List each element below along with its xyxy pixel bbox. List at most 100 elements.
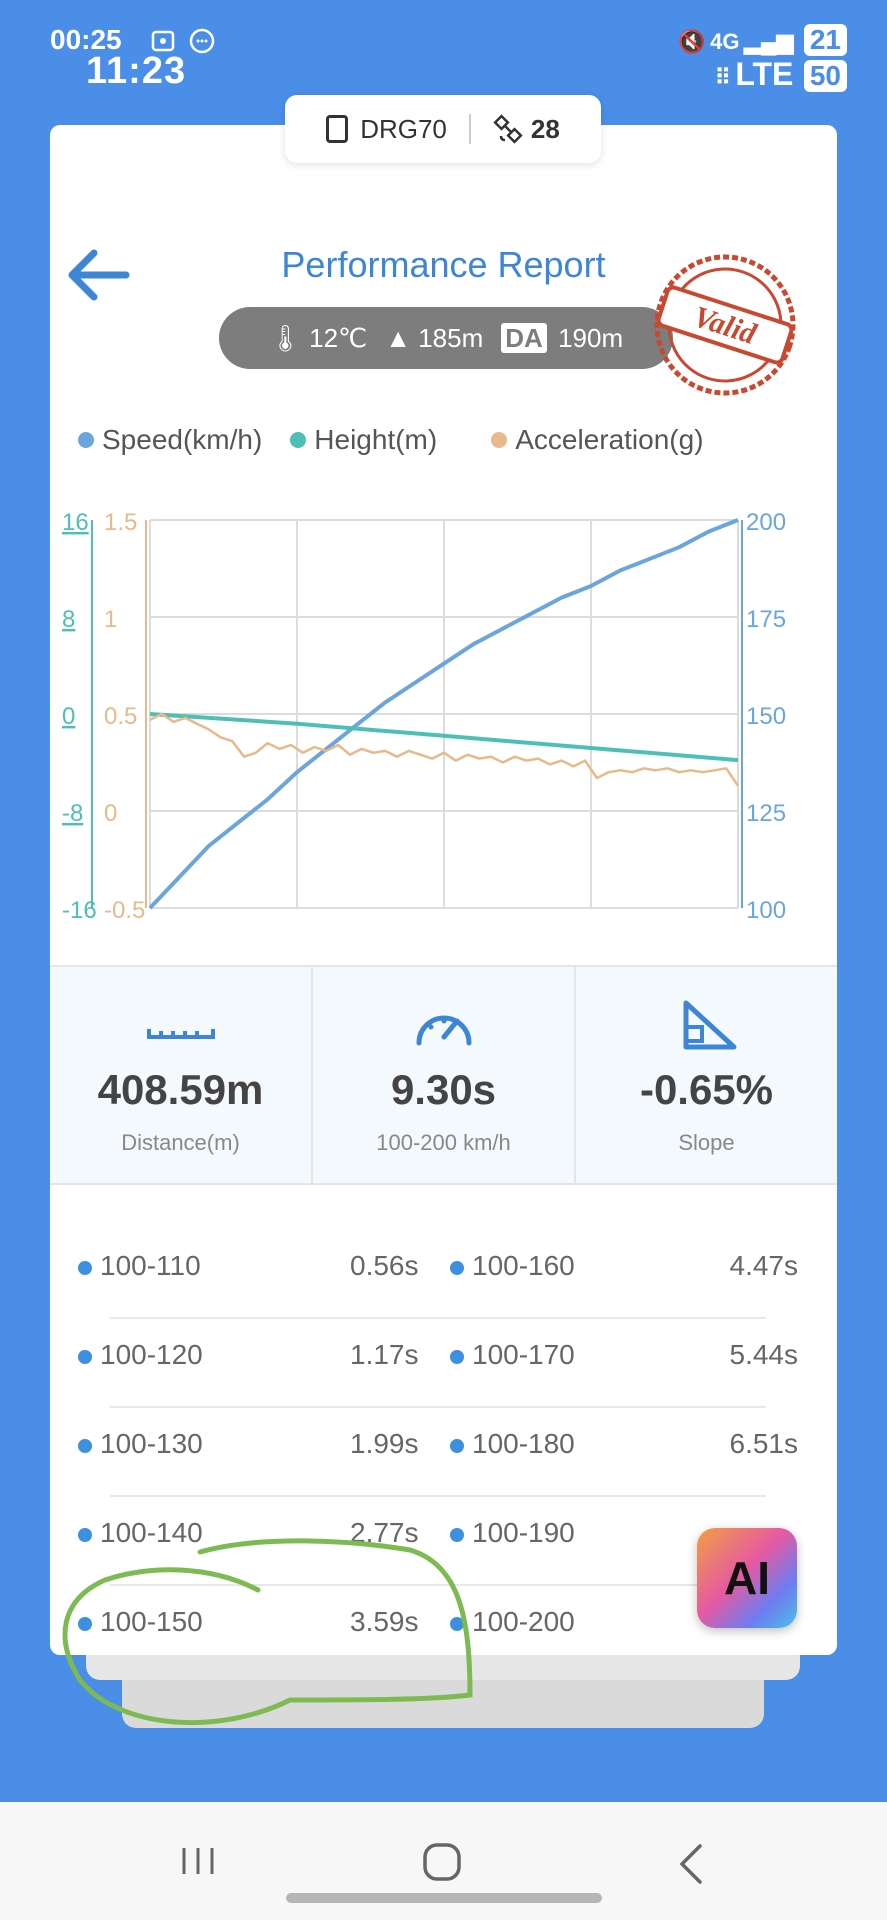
divider xyxy=(110,1406,766,1408)
split-range: 100-180 xyxy=(450,1428,575,1460)
slope-icon xyxy=(683,1000,736,1050)
status-time-large: 11:23 xyxy=(86,50,187,92)
accel-tick-label: 1 xyxy=(104,606,117,633)
speed-tick-label: 175 xyxy=(746,606,786,633)
height-tick-label: 8 xyxy=(62,606,75,633)
speed-tick-label: 100 xyxy=(746,897,786,920)
split-range: 100-120 xyxy=(78,1339,203,1371)
signal-bars-icon: ▂▄▆ xyxy=(743,29,794,54)
split-range: 100-150 xyxy=(78,1606,203,1638)
temperature-value: 12℃ xyxy=(309,322,368,353)
home-indicator[interactable] xyxy=(286,1893,602,1903)
stat-time: 9.30s 100-200 km/h xyxy=(313,967,576,1183)
stat-label: 100-200 km/h xyxy=(376,1130,511,1155)
speed-tick-label: 150 xyxy=(746,703,786,730)
stat-label: Slope xyxy=(678,1130,735,1155)
divider xyxy=(110,1495,766,1497)
divider xyxy=(110,1317,766,1319)
split-row: 100-120 1.17s 100-170 5.44s xyxy=(78,1319,798,1408)
recent-apps-icon[interactable] xyxy=(178,1844,218,1878)
split-time: 3.59s xyxy=(350,1606,419,1637)
stat-distance: 408.59m Distance(m) xyxy=(50,967,313,1183)
thermometer-icon: 🌡 xyxy=(268,322,302,353)
split-range: 100-160 xyxy=(450,1250,575,1282)
stat-value: 9.30s xyxy=(390,1066,497,1113)
legend-acceleration: Acceleration(g) xyxy=(491,424,704,456)
wifi-dots-icon: ⠿ xyxy=(714,65,731,90)
temperature: 🌡 12℃ xyxy=(269,323,367,354)
density-altitude: DA 190m xyxy=(501,322,624,354)
accel-tick-label: 1.5 xyxy=(104,509,137,536)
split-times-list: 100-110 0.56s 100-160 4.47s 100-120 1.17… xyxy=(78,1230,798,1675)
network-label: LTE xyxy=(735,56,794,92)
split-row: 100-150 3.59s 100-200 xyxy=(78,1586,798,1675)
legend-label: Height(m) xyxy=(314,424,438,455)
stat-value: 408.59m xyxy=(97,1066,264,1113)
ruler-icon xyxy=(146,1029,215,1039)
split-row: 100-130 1.99s 100-180 6.51s xyxy=(78,1408,798,1497)
divider xyxy=(468,114,471,144)
altitude-value: 185m xyxy=(418,322,484,353)
conditions-bar: 🌡 12℃ ▲ 185m DA 190m xyxy=(219,307,673,369)
legend-dot xyxy=(491,432,508,448)
series-line-speed xyxy=(148,518,739,910)
signal-type: 4G xyxy=(710,29,740,54)
battery-top: 21 xyxy=(803,24,847,56)
stats-panel: 408.59m Distance(m) 9.30s 100-200 km/h -… xyxy=(50,965,837,1185)
accel-tick-label: 0 xyxy=(104,800,117,827)
height-tick-label: -16 xyxy=(62,897,97,920)
status-time-small: 00:25 xyxy=(50,24,122,55)
chart-legend: Speed(km/h) Height(m) Acceleration(g) xyxy=(78,424,704,456)
split-range: 100-190 xyxy=(450,1517,575,1549)
stat-value: -0.65% xyxy=(639,1066,774,1113)
height-tick-label: 16 xyxy=(62,509,89,536)
legend-height: Height(m) xyxy=(290,424,437,456)
stat-label: Distance(m) xyxy=(121,1130,240,1155)
performance-chart: 16 1.5 200 8 1 175 0 0.5 150 -8 0 125 -16 -0.5 100 xyxy=(62,509,786,920)
series-line-accel xyxy=(149,712,740,787)
nav-back-icon[interactable] xyxy=(676,1842,706,1886)
split-time: 2.77s xyxy=(350,1517,419,1548)
speed-tick-label: 125 xyxy=(746,800,786,827)
speedometer-icon xyxy=(416,1015,471,1046)
home-icon[interactable] xyxy=(422,1842,462,1882)
valid-stamp-icon: Valid xyxy=(654,254,796,396)
ai-label: AI xyxy=(724,1552,770,1604)
page-title: Performance Report xyxy=(281,244,606,285)
split-row: 100-140 2.77s 100-190 xyxy=(78,1497,798,1586)
arrow-left-icon[interactable] xyxy=(64,245,134,305)
legend-speed: Speed(km/h) xyxy=(78,424,262,456)
legend-label: Acceleration(g) xyxy=(515,424,704,455)
satellite-icon xyxy=(493,114,523,144)
split-time: 4.47s xyxy=(729,1250,799,1281)
card-stack-shadow xyxy=(122,1672,764,1728)
split-range: 100-140 xyxy=(78,1517,203,1549)
split-range: 100-200 xyxy=(450,1606,575,1638)
legend-dot xyxy=(78,432,94,448)
stat-slope: -0.65% Slope xyxy=(576,967,837,1183)
split-time: 1.99s xyxy=(350,1428,419,1459)
density-altitude-value: 190m xyxy=(558,322,624,353)
notification-icons xyxy=(150,26,220,63)
accel-tick-label: -0.5 xyxy=(104,897,145,920)
device-name: DRG70 xyxy=(360,113,447,144)
accel-tick-label: 0.5 xyxy=(104,703,137,730)
split-range: 100-170 xyxy=(450,1339,575,1371)
split-range: 100-130 xyxy=(78,1428,203,1460)
split-time: 0.56s xyxy=(350,1250,419,1281)
mountain-icon: ▲ xyxy=(385,322,411,353)
satellite-count: 28 xyxy=(530,113,560,144)
mute-icon: 🔇 xyxy=(678,29,706,54)
split-time: 1.17s xyxy=(350,1339,419,1370)
height-tick-label: 0 xyxy=(62,703,75,730)
ai-assistant-button[interactable]: AI xyxy=(697,1528,797,1628)
status-right: 🔇 4G ▂▄▆ 21 ⠿ LTE 50 xyxy=(678,24,847,93)
phone-icon xyxy=(326,115,349,143)
split-time: 6.51s xyxy=(729,1428,799,1459)
status-bar: 00:25 11:23 🔇 4G ▂▄▆ 21 ⠿ LTE 50 xyxy=(0,0,887,100)
split-range: 100-110 xyxy=(78,1250,201,1282)
device-tab[interactable]: DRG70 28 xyxy=(285,95,601,163)
altitude: ▲ 185m xyxy=(385,323,483,354)
series-line-height xyxy=(149,712,739,763)
speed-tick-label: 200 xyxy=(746,509,786,536)
